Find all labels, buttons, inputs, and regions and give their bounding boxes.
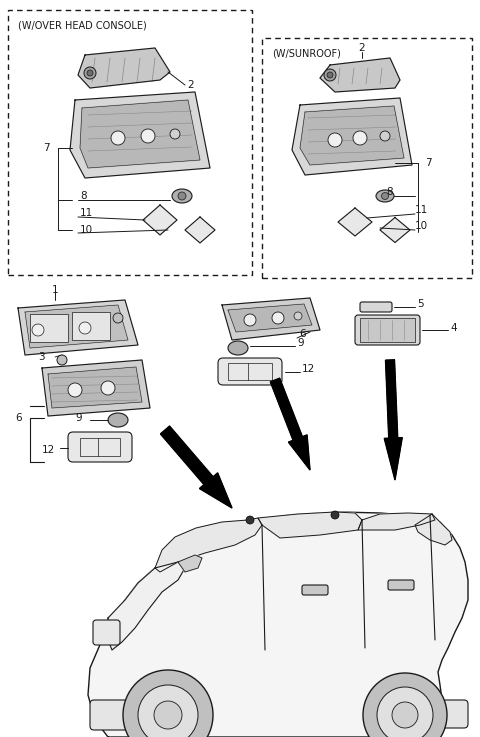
Polygon shape [222,298,320,340]
Bar [228,363,272,380]
Polygon shape [258,512,362,538]
Text: 1: 1 [52,285,58,295]
Circle shape [377,687,433,737]
Polygon shape [25,305,128,348]
Polygon shape [160,426,232,508]
FancyBboxPatch shape [90,700,135,730]
Ellipse shape [172,189,192,203]
Polygon shape [88,512,468,737]
Polygon shape [338,208,372,236]
Polygon shape [70,92,210,178]
FancyBboxPatch shape [93,620,120,645]
Circle shape [154,701,182,729]
Text: 2: 2 [187,80,193,90]
Bar [72,312,110,340]
Text: 3: 3 [38,352,45,362]
Text: (W/OVER HEAD CONSOLE): (W/OVER HEAD CONSOLE) [18,20,147,30]
Text: 5: 5 [417,299,424,309]
Circle shape [324,69,336,81]
FancyBboxPatch shape [218,358,282,385]
Ellipse shape [376,190,394,202]
Polygon shape [380,217,410,242]
Text: 11: 11 [80,208,93,218]
Circle shape [353,131,367,145]
Polygon shape [300,106,404,165]
Circle shape [68,383,82,397]
Polygon shape [155,518,262,572]
Text: 4: 4 [450,323,456,333]
Polygon shape [18,300,138,355]
Circle shape [57,355,67,365]
FancyBboxPatch shape [435,700,468,728]
Polygon shape [42,360,150,416]
Polygon shape [178,555,202,572]
Text: 10: 10 [80,225,93,235]
Polygon shape [292,98,412,175]
Circle shape [244,314,256,326]
Polygon shape [228,304,312,332]
Text: 12: 12 [42,445,55,455]
Circle shape [392,702,418,728]
Text: 9: 9 [297,338,304,348]
Polygon shape [415,514,452,545]
Text: 8: 8 [386,187,393,197]
Polygon shape [78,48,170,88]
Polygon shape [384,360,402,480]
Circle shape [79,322,91,334]
Bar [262,38,472,278]
Circle shape [141,129,155,143]
Circle shape [123,670,213,737]
FancyBboxPatch shape [302,585,328,595]
FancyBboxPatch shape [388,580,414,590]
Circle shape [328,133,342,147]
Circle shape [101,381,115,395]
Text: 7: 7 [425,158,432,168]
Circle shape [294,312,302,320]
Polygon shape [185,217,215,243]
Circle shape [170,129,180,139]
Text: 9: 9 [75,413,82,423]
Text: 11: 11 [415,205,428,215]
Circle shape [327,72,333,78]
Polygon shape [48,367,142,408]
Ellipse shape [108,413,128,427]
Circle shape [380,131,390,141]
Circle shape [246,516,254,524]
Circle shape [363,673,447,737]
Polygon shape [143,205,177,235]
Bar [80,438,120,456]
Circle shape [87,70,93,76]
Text: 10: 10 [415,221,428,231]
Circle shape [111,131,125,145]
Polygon shape [80,100,200,168]
Circle shape [84,67,96,79]
Polygon shape [270,378,310,470]
Ellipse shape [228,341,248,355]
Polygon shape [108,562,185,650]
FancyBboxPatch shape [360,302,392,312]
Text: 6: 6 [15,413,22,423]
FancyBboxPatch shape [68,432,132,462]
Text: (W/SUNROOF): (W/SUNROOF) [272,48,341,58]
Text: 6: 6 [299,329,306,339]
Circle shape [382,192,388,200]
Circle shape [272,312,284,324]
Circle shape [331,511,339,519]
Text: 8: 8 [80,191,86,201]
Circle shape [178,192,186,200]
Bar [8,10,252,275]
Polygon shape [320,58,400,92]
Text: 12: 12 [302,364,315,374]
Circle shape [113,313,123,323]
Circle shape [138,685,198,737]
Bar [360,318,415,342]
Circle shape [32,324,44,336]
Text: 2: 2 [359,43,365,53]
Polygon shape [358,513,435,530]
Text: 7: 7 [43,143,50,153]
FancyBboxPatch shape [355,315,420,345]
Bar [30,314,68,342]
